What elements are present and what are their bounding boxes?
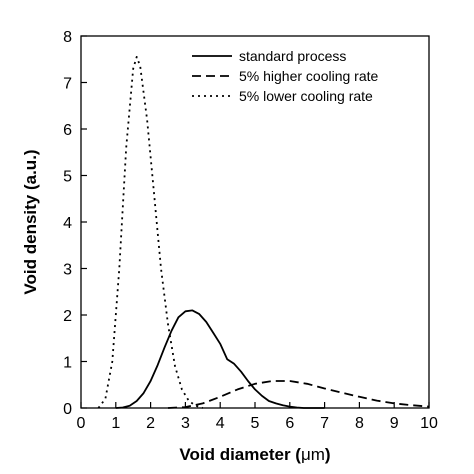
y-tick-label: 3: [63, 262, 72, 279]
y-tick-label: 7: [63, 76, 72, 93]
tick-labels: 0 1 2 3 4 5 6 7 8 9 10 0 1 2 3 4 5 6 7 8: [63, 29, 438, 432]
x-tick-label: 10: [420, 415, 438, 432]
series-line: [97, 56, 204, 409]
x-tick-label: 5: [251, 415, 260, 432]
x-tick-label: 1: [111, 415, 120, 432]
legend-label: standard process: [239, 48, 346, 64]
y-tick-label: 2: [63, 308, 72, 325]
x-axis-title: Void diameter (μm): [179, 445, 330, 464]
legend-label: 5% higher cooling rate: [239, 68, 379, 84]
x-tick-label: 6: [285, 415, 294, 432]
x-axis-unit: μm: [301, 445, 325, 464]
x-tick-label: 8: [355, 415, 364, 432]
y-tick-label: 1: [63, 355, 72, 372]
y-tick-label: 4: [63, 215, 72, 232]
x-tick-label: 3: [181, 415, 190, 432]
legend: standard process 5% higher cooling rate 5%…: [192, 48, 379, 104]
y-tick-label: 6: [63, 122, 72, 139]
y-tick-label: 5: [63, 169, 72, 186]
legend-label: 5% lower cooling rate: [239, 88, 373, 104]
x-tick-label: 2: [146, 415, 155, 432]
series-line: [115, 309, 325, 409]
series-lines: [97, 56, 430, 409]
y-tick-label: 8: [63, 29, 72, 46]
x-tick-label: 9: [390, 415, 399, 432]
series-line: [167, 380, 430, 409]
x-tick-label: 4: [216, 415, 225, 432]
y-axis-title: Void density (a.u.): [21, 149, 40, 294]
x-tick-label: 7: [320, 415, 329, 432]
x-tick-label: 0: [77, 415, 86, 432]
y-tick-label: 0: [63, 401, 72, 418]
